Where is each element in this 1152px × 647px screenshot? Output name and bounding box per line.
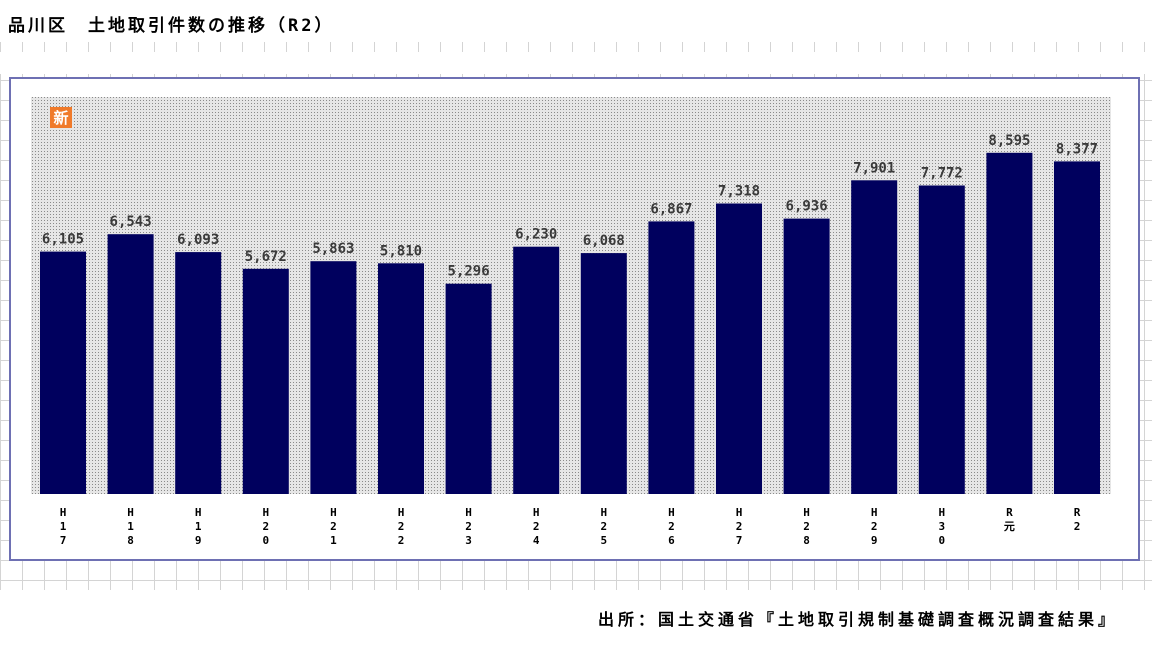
source-note: 出所：国土交通省『土地取引規制基礎調査概況調査結果』 — [597, 610, 1118, 629]
bar-R元 — [986, 152, 1033, 495]
data-label-H26: 6,867 — [650, 201, 692, 217]
new-badge-label: 新 — [53, 109, 68, 127]
data-label-H20: 5,672 — [245, 249, 287, 265]
data-label-H30: 7,772 — [921, 166, 963, 182]
bar-H23 — [445, 283, 492, 494]
bar-H20 — [242, 268, 289, 494]
chart-frame: 新 6,105 6,543 6,093 5,672 5,863 5,810 5,296 6,2… — [9, 77, 1140, 561]
data-label-H23: 5,296 — [448, 264, 490, 280]
data-label-H19: 6,093 — [177, 232, 219, 248]
data-label-H24: 6,230 — [515, 227, 557, 243]
bar-H28 — [783, 218, 830, 494]
bar-H22 — [378, 263, 424, 494]
data-label-H17: 6,105 — [42, 232, 84, 248]
data-label-H27: 7,318 — [718, 184, 760, 200]
data-label-H22: 5,810 — [380, 243, 422, 259]
data-label-H18: 6,543 — [110, 214, 152, 230]
footer-band — [0, 590, 1152, 647]
bar-H24 — [513, 246, 560, 494]
bars — [40, 152, 1100, 495]
bar-chart: 新 6,105 6,543 6,093 5,672 5,863 5,810 5,296 6,2… — [31, 97, 1111, 547]
bar-H29 — [851, 180, 898, 495]
bar-H19 — [175, 252, 222, 494]
x-tick-labels: H 1 7 H 1 8 H 1 9 H 2 0 H 2 1 H 2 2 H 2 3 H 2 4 H 2 5 H 2 6 H 2 7 H 2 8 H 2 9 H… — [60, 506, 1081, 547]
bar-H26 — [648, 221, 695, 494]
data-label-H28: 6,936 — [786, 199, 828, 215]
bar-R2 — [1054, 161, 1100, 494]
data-label-H25: 6,068 — [583, 233, 625, 249]
bar-H25 — [580, 253, 627, 494]
data-label-R2: 8,377 — [1056, 141, 1098, 157]
data-label-R元: 8,595 — [988, 133, 1030, 149]
data-labels: 6,105 6,543 6,093 5,672 5,863 5,810 5,296 6,230… — [42, 133, 1098, 280]
bar-H17 — [40, 251, 86, 494]
bar-H27 — [716, 203, 762, 494]
data-label-H29: 7,901 — [853, 160, 895, 176]
blank-row — [0, 52, 1152, 74]
new-badge — [50, 107, 72, 128]
chart-title: 品川区 土地取引件数の推移（R2） — [0, 0, 1152, 42]
bar-H30 — [918, 185, 965, 494]
data-label-H21: 5,863 — [312, 241, 354, 257]
bar-H18 — [107, 234, 154, 494]
bar-H21 — [310, 261, 357, 494]
